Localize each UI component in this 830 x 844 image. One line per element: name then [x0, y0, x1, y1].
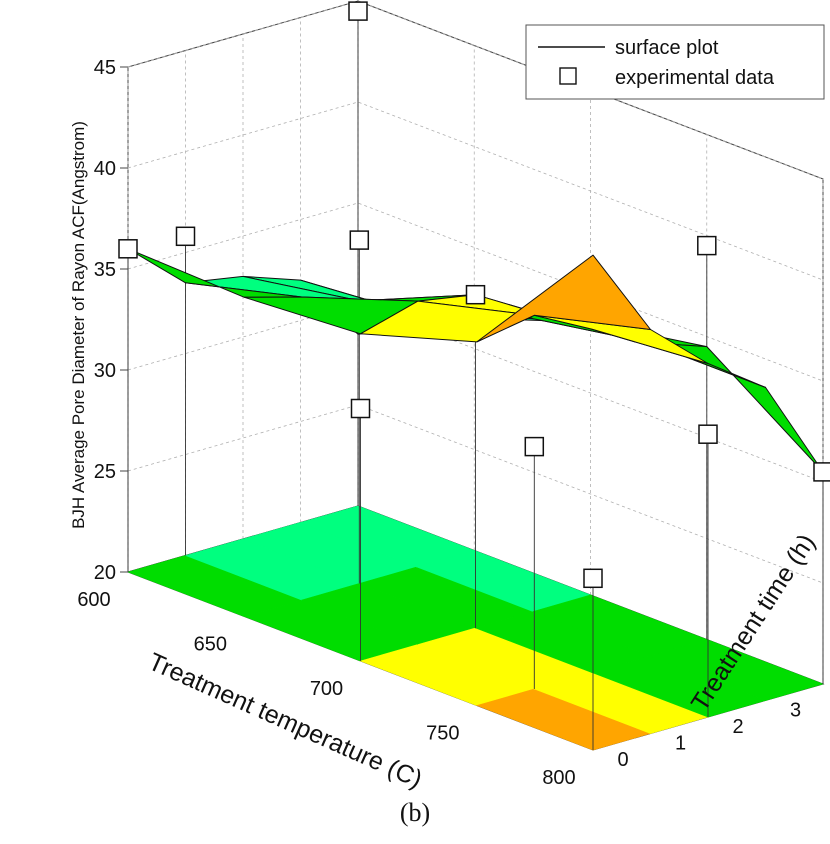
experimental-point [583, 568, 603, 589]
surface-cell [476, 254, 651, 343]
legend: surface plot experimental data [525, 24, 825, 100]
y-tick-label: 2 [732, 716, 743, 738]
experimental-point [524, 436, 545, 457]
tick-labels: 20253035404560065070075080001234 [77, 57, 801, 789]
experimental-points [118, 1, 830, 589]
y-tick-label: 0 [617, 749, 628, 771]
z-tick-label: 35 [94, 259, 116, 281]
surface-chart: 20253035404560065070075080001234 BJH Ave… [69, 0, 830, 794]
experimental-point [350, 398, 371, 419]
experimental-point [813, 462, 830, 482]
z-gridline [127, 0, 824, 180]
z-tick-label: 25 [94, 461, 116, 483]
x-tick-label: 600 [77, 589, 110, 611]
z-gridline [127, 303, 824, 483]
legend-label-surface: surface plot [615, 37, 719, 59]
experimental-point [697, 235, 717, 256]
y-tick-label: 1 [675, 733, 686, 755]
experimental-point [349, 230, 370, 250]
figure-caption: (b) [399, 798, 431, 827]
legend-label-experimental: experimental data [615, 67, 775, 89]
y-tick-label: 3 [790, 700, 801, 722]
legend-square-marker [559, 67, 577, 85]
z-gridline [127, 202, 824, 382]
z-gridline [127, 101, 824, 281]
z-gridline [127, 404, 824, 584]
experimental-point [175, 226, 196, 247]
z-tick-label: 20 [94, 562, 116, 584]
z-tick-label: 40 [94, 158, 116, 180]
x-tick-label: 750 [426, 723, 459, 745]
floor-contour [127, 505, 824, 751]
experimental-point [348, 1, 368, 21]
surface-mesh [127, 248, 824, 473]
legend-box [525, 24, 825, 100]
experimental-point [118, 239, 138, 259]
x-tick-label: 800 [542, 767, 575, 789]
experimental-point [465, 284, 486, 305]
z-tick-label: 45 [94, 57, 116, 79]
experimental-point [698, 424, 718, 444]
z-axis-label: BJH Average Pore Diameter of Rayon ACF(A… [69, 121, 88, 529]
z-tick-label: 30 [94, 360, 116, 382]
x-tick-label: 700 [310, 678, 343, 700]
x-tick-label: 650 [194, 634, 227, 656]
